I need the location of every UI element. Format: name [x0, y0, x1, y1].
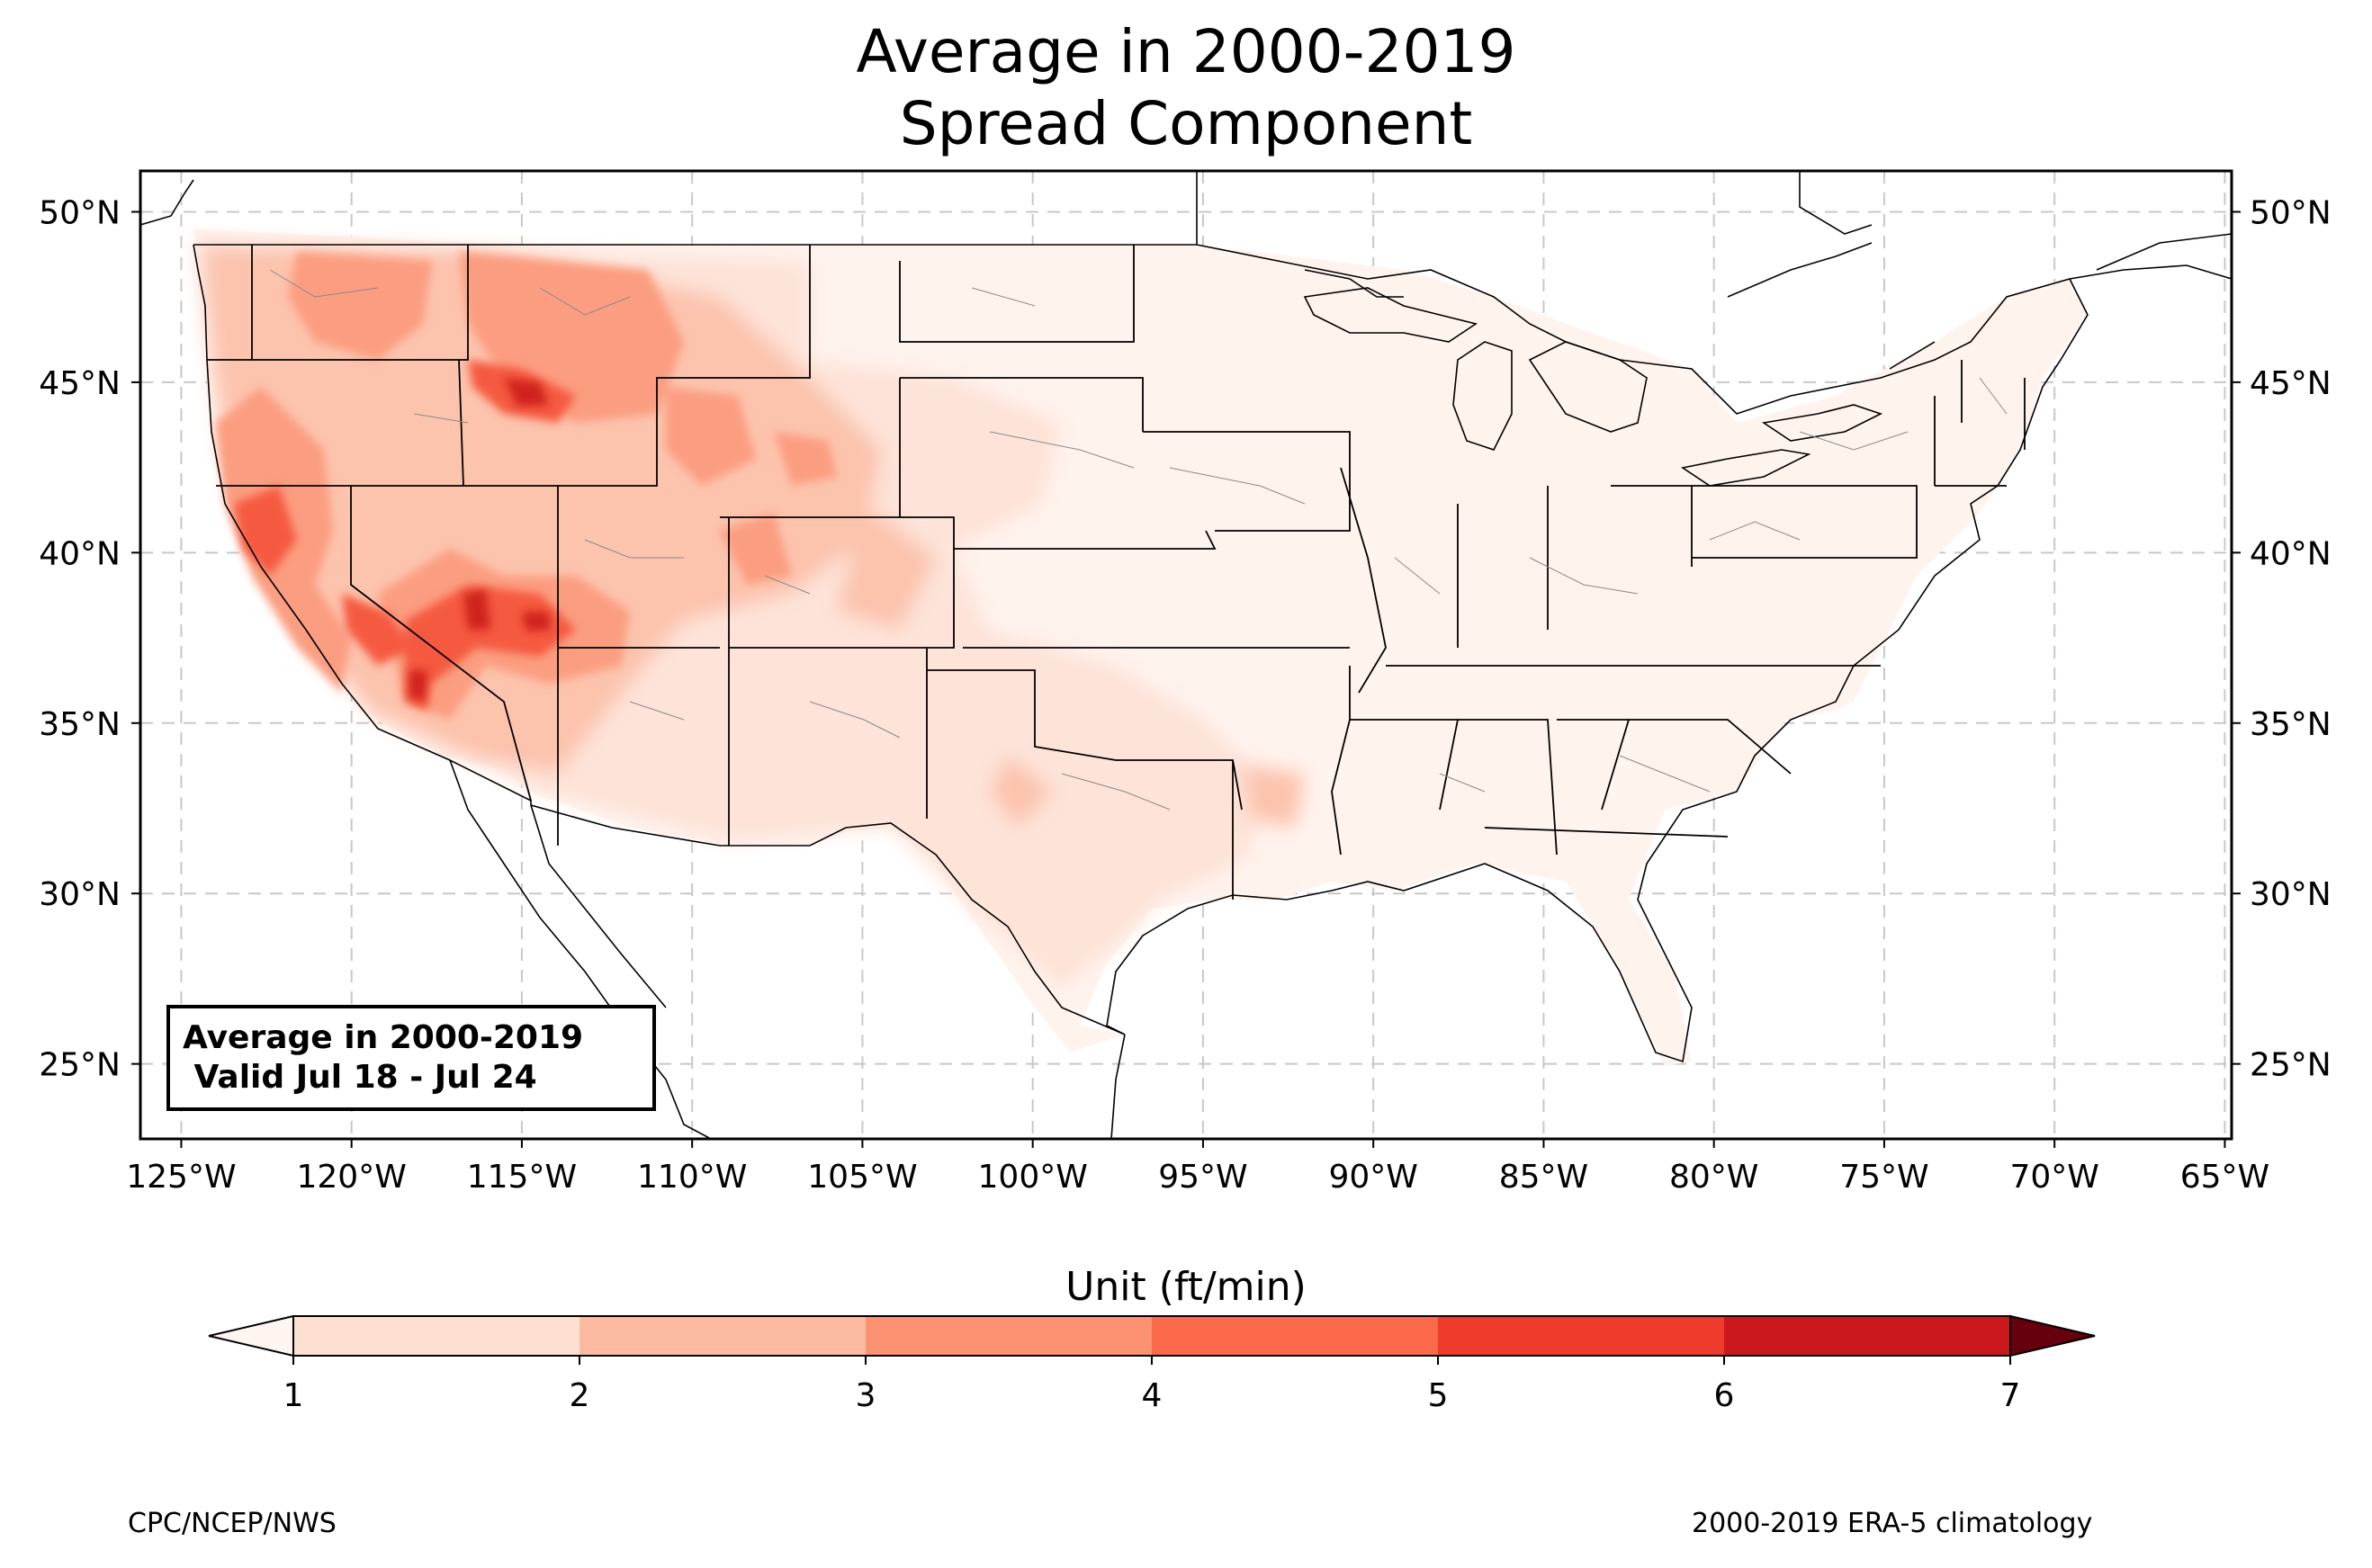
lat-tick-label-right: 40°N [2250, 535, 2332, 572]
colorbar-segment [1152, 1316, 1438, 1356]
lon-tick-label: 85°W [1499, 1159, 1588, 1196]
colorbar-under-arrow [208, 1314, 294, 1357]
colorbar-segment [580, 1316, 866, 1356]
lon-tick-label: 70°W [2009, 1159, 2098, 1196]
lon-tick-label: 125°W [126, 1159, 236, 1196]
coastlines-and-borders [140, 171, 2232, 1139]
latitude-axis: 50°N 50°N 45°N 45°N 40°N 40°N 35°N 35°N 30°N 30°N… [39, 194, 2332, 1083]
colorbar-segment [293, 1316, 580, 1356]
colorbar-tick-label: 7 [2000, 1377, 2021, 1414]
canada-coast [140, 171, 2232, 370]
colorbar-tick-label: 4 [1142, 1377, 1163, 1414]
lat-tick-label-left: 35°N [39, 706, 121, 743]
lon-tick-label: 75°W [1839, 1159, 1928, 1196]
map-area [140, 171, 2232, 1139]
info-box-line1: Average in 2000-2019 [183, 1019, 584, 1056]
colorbar-tick-label: 6 [1714, 1377, 1735, 1414]
lat-tick-label-right: 30°N [2250, 876, 2332, 913]
lon-tick-label: 120°W [297, 1159, 407, 1196]
lon-tick-label: 65°W [2180, 1159, 2269, 1196]
great-lakes [1303, 287, 1883, 487]
colorbar-tick-label: 1 [283, 1377, 304, 1414]
state-borders [207, 245, 2026, 900]
lat-tick-label-left: 40°N [39, 535, 121, 572]
info-box-line2: Valid Jul 18 - Jul 24 [183, 1059, 537, 1096]
lon-tick-label: 80°W [1669, 1159, 1758, 1196]
lat-tick-label-left: 45°N [39, 365, 121, 402]
colorbar-segment [1438, 1316, 1724, 1356]
colorbar-segment [866, 1316, 1152, 1356]
county-lines [269, 269, 2008, 811]
lon-tick-label: 90°W [1328, 1159, 1417, 1196]
lat-tick-label-right: 35°N [2250, 706, 2332, 743]
lon-tick-label: 110°W [637, 1159, 747, 1196]
colorbar-over-arrow [2009, 1314, 2096, 1357]
footer-credit: CPC/NCEP/NWS [128, 1508, 337, 1539]
map-frame [139, 169, 2233, 1141]
lat-tick-label-left: 50°N [39, 194, 121, 231]
lat-tick-label-right: 50°N [2250, 194, 2332, 231]
conus-outline [193, 171, 2232, 1063]
lon-tick-label: 115°W [467, 1159, 577, 1196]
colorbar-unit-label: Unit (ft/min) [1065, 1264, 1307, 1310]
colorbar-tick-label: 5 [1428, 1377, 1449, 1414]
colorbar: 1 2 3 4 5 6 7 [208, 1314, 2096, 1414]
validity-info-box: Average in 2000-2019 Valid Jul 18 - Jul … [166, 1005, 656, 1111]
colorbar-tick-label: 3 [856, 1377, 876, 1414]
lon-tick-label: 100°W [978, 1159, 1088, 1196]
longitude-axis: 125°W 120°W 115°W 110°W 105°W 100°W 95°W 90°W 85… [126, 1139, 2269, 1196]
footer-climatology-note: 2000-2019 ERA-5 climatology [1692, 1508, 2093, 1539]
lat-tick-label-left: 30°N [39, 876, 121, 913]
map-title-line2: Spread Component [899, 89, 1473, 158]
colorbar-tick-label: 2 [570, 1377, 590, 1414]
lat-tick-label-right: 45°N [2250, 365, 2332, 402]
lon-tick-label: 95°W [1158, 1159, 1247, 1196]
lon-tick-label: 105°W [807, 1159, 917, 1196]
lat-tick-label-left: 25°N [39, 1047, 121, 1084]
map-title-line1: Average in 2000-2019 [856, 17, 1516, 86]
lat-tick-label-right: 25°N [2250, 1047, 2332, 1084]
baja-mexico-coast [449, 759, 1126, 1139]
colorbar-segment [1724, 1316, 2010, 1356]
